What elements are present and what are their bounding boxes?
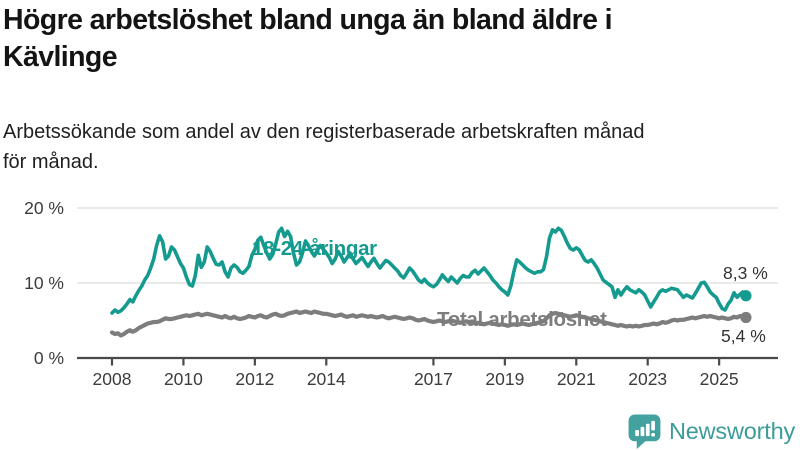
chart-subtitle: Arbetssökande som andel av den registerb… [3,117,793,177]
subtitle-line-1: Arbetssökande som andel av den registerb… [3,121,645,143]
newsworthy-brand: Newsworthy [627,413,795,450]
y-tick-label: 10 % [24,273,64,293]
title-line-2: Kävlinge [3,41,118,73]
series-label-total: Total arbetslöshet [437,308,607,331]
y-tick-label: 0 % [34,348,64,368]
series-end-dot-youth [740,290,752,302]
title-line-1: Högre arbetslöshet bland unga än bland ä… [3,4,613,36]
x-tick-label: 2014 [307,369,346,389]
end-value-label-total: 5,4 % [721,326,766,346]
newsworthy-brand-text: Newsworthy [669,418,795,444]
x-tick-label: 2021 [557,369,596,389]
x-tick-label: 2023 [628,369,667,389]
series-line-youth [110,226,748,315]
subtitle-line-2: för månad. [3,151,99,173]
x-tick-label: 2019 [485,369,524,389]
x-tick-label: 2010 [164,369,203,389]
x-tick-label: 2008 [93,369,132,389]
x-tick-label: 2017 [414,369,453,389]
end-value-label-youth: 8,3 % [723,263,768,283]
x-tick-label: 2012 [235,369,274,389]
x-tick-label: 2025 [700,369,739,389]
series-label-youth: 18-24-åringar [252,237,377,260]
newsworthy-logo-icon [628,414,661,449]
page-title: Högre arbetslöshet bland unga än bland ä… [3,2,793,76]
series-line-total [109,309,749,338]
series-end-dot-total [740,311,752,324]
y-tick-label: 20 % [24,198,64,218]
